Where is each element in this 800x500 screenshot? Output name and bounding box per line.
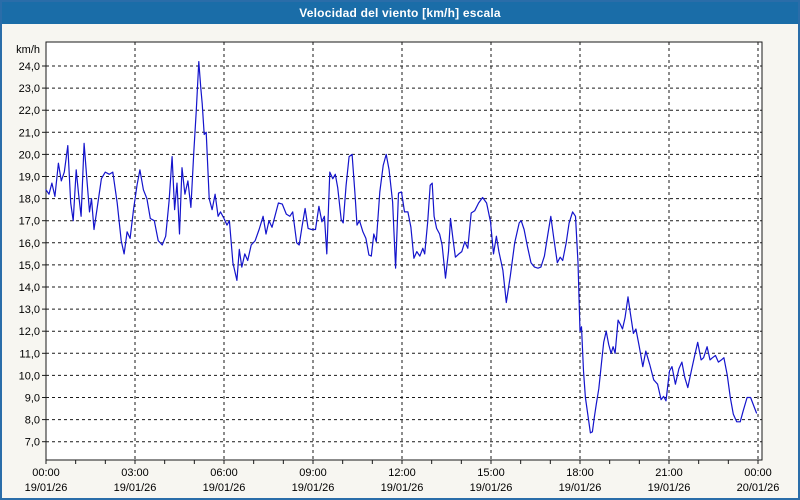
y-tick-label: 10,0 [19, 370, 40, 382]
y-tick-label: 9,0 [25, 393, 40, 405]
x-tick-time-label: 03:00 [121, 467, 149, 479]
y-tick-label: 15,0 [19, 260, 40, 272]
y-tick-label: 23,0 [19, 83, 40, 95]
title-bar: Velocidad del viento [km/h] escala [2, 2, 798, 24]
x-tick-time-label: 18:00 [566, 467, 594, 479]
x-tick-date-label: 19/01/26 [114, 482, 157, 494]
y-axis-unit-label: km/h [16, 44, 40, 56]
x-tick-time-label: 00:00 [744, 467, 772, 479]
chart-title: Velocidad del viento [km/h] escala [299, 6, 501, 20]
y-tick-label: 14,0 [19, 282, 40, 294]
x-tick-date-label: 19/01/26 [381, 482, 424, 494]
y-tick-label: 16,0 [19, 238, 40, 250]
plot-area [45, 41, 763, 461]
wind-speed-series [45, 60, 758, 434]
x-tick-date-label: 20/01/26 [737, 482, 780, 494]
x-tick-date-label: 19/01/26 [292, 482, 335, 494]
x-tick-time-label: 12:00 [388, 467, 416, 479]
x-tick-date-label: 19/01/26 [559, 482, 602, 494]
y-tick-label: 7,0 [25, 437, 40, 449]
y-tick-label: 17,0 [19, 216, 40, 228]
y-tick-label: 18,0 [19, 194, 40, 206]
y-tick-label: 12,0 [19, 326, 40, 338]
y-tick-label: 22,0 [19, 105, 40, 117]
x-tick-time-label: 21:00 [655, 467, 683, 479]
x-tick-time-label: 00:00 [32, 467, 60, 479]
y-tick-label: 13,0 [19, 304, 40, 316]
y-tick-label: 19,0 [19, 172, 40, 184]
x-tick-date-label: 19/01/26 [470, 482, 513, 494]
x-tick-date-label: 19/01/26 [648, 482, 691, 494]
x-tick-time-label: 15:00 [477, 467, 505, 479]
y-tick-label: 24,0 [19, 61, 40, 73]
x-tick-time-label: 06:00 [210, 467, 238, 479]
y-tick-label: 8,0 [25, 415, 40, 427]
y-tick-label: 11,0 [19, 348, 40, 360]
x-tick-time-label: 09:00 [299, 467, 327, 479]
y-tick-label: 21,0 [19, 127, 40, 139]
y-tick-label: 20,0 [19, 149, 40, 161]
x-tick-date-label: 19/01/26 [203, 482, 246, 494]
x-tick-date-label: 19/01/26 [25, 482, 68, 494]
